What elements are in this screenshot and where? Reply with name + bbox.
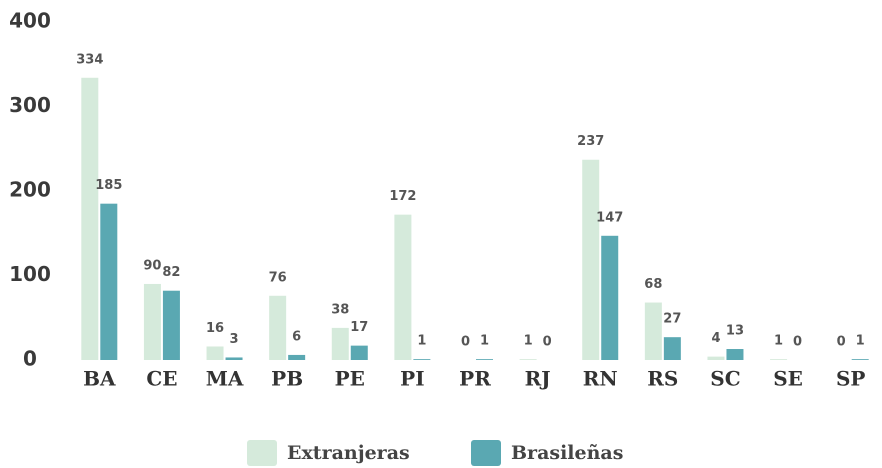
value-label: 0: [793, 335, 802, 350]
x-tick-label: BA: [83, 367, 116, 391]
x-tick-label: RJ: [525, 367, 551, 391]
value-label: 38: [331, 302, 349, 317]
value-label: 334: [76, 52, 103, 67]
value-label: 90: [143, 258, 161, 273]
value-label: 1: [417, 334, 426, 349]
value-label: 68: [644, 277, 662, 292]
value-label: 3: [230, 332, 239, 347]
bar: [413, 359, 431, 360]
x-tick-label: CE: [146, 367, 177, 391]
value-label: 76: [269, 270, 287, 285]
y-tick-label: 300: [9, 93, 51, 117]
bar: [269, 295, 287, 360]
value-label: 1: [480, 334, 489, 349]
bar: [206, 346, 224, 360]
value-label: 82: [162, 265, 180, 280]
bar: [162, 290, 180, 360]
bar: [582, 159, 600, 360]
bar: [476, 359, 493, 360]
y-tick-label: 0: [23, 347, 37, 371]
x-tick-label: RN: [583, 367, 618, 391]
bar: [288, 354, 306, 360]
value-label: 4: [711, 331, 720, 346]
bar: [350, 345, 368, 360]
value-label: 237: [577, 134, 604, 149]
y-tick-label: 400: [9, 9, 51, 33]
value-label: 1: [856, 334, 865, 349]
bar: [601, 235, 619, 360]
x-tick-label: PE: [335, 367, 365, 391]
bar: [143, 283, 161, 360]
value-label: 147: [596, 210, 623, 225]
legend-swatch: [471, 440, 501, 466]
bar: [663, 337, 681, 360]
value-label: 185: [95, 178, 122, 193]
bar: [644, 302, 662, 360]
bar: [726, 349, 744, 360]
value-label: 1: [524, 334, 533, 349]
bar: [851, 359, 869, 360]
x-tick-label: SC: [710, 367, 740, 391]
value-label: 0: [461, 335, 470, 350]
value-label: 6: [292, 329, 301, 344]
value-label: 13: [726, 324, 744, 339]
legend-swatch: [247, 440, 277, 466]
x-tick-label: RS: [647, 367, 678, 391]
legend-label: Extranjeras: [287, 442, 410, 464]
bar: [519, 359, 537, 360]
value-label: 27: [663, 312, 681, 327]
bar: [394, 214, 412, 360]
bar: [100, 203, 118, 360]
y-tick-label: 200: [9, 178, 51, 202]
bar: [225, 357, 243, 360]
value-label: 17: [350, 320, 368, 335]
y-tick-label: 100: [9, 262, 51, 286]
value-label: 16: [206, 321, 224, 336]
x-tick-label: PB: [271, 367, 303, 391]
bar: [707, 356, 725, 360]
value-label: 0: [543, 335, 552, 350]
x-tick-label: SP: [836, 367, 865, 391]
value-label: 0: [837, 335, 846, 350]
x-tick-label: MA: [206, 367, 244, 391]
x-tick-label: SE: [773, 367, 803, 391]
bar: [770, 359, 788, 360]
legend-label: Brasileñas: [511, 442, 623, 464]
x-tick-label: PR: [459, 367, 491, 391]
bar: [81, 77, 99, 361]
x-tick-label: PI: [400, 367, 424, 391]
bar: [331, 327, 349, 360]
value-label: 1: [774, 334, 783, 349]
value-label: 172: [389, 189, 416, 204]
